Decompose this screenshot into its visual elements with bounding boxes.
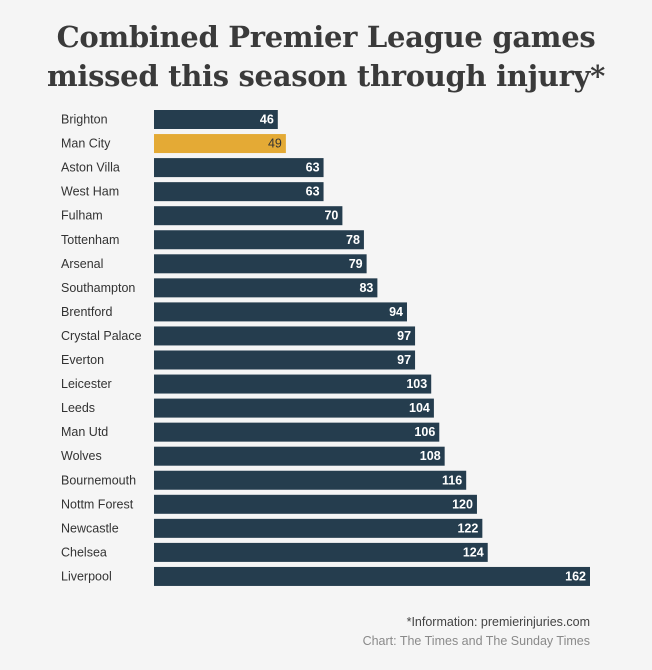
category-label-fulham: Fulham	[61, 209, 103, 223]
bar-tottenham	[154, 230, 364, 250]
bar-row-bournemouth: Bournemouth 116	[61, 470, 467, 490]
category-label-bournemouth: Bournemouth	[61, 473, 136, 487]
bar-row-aston-villa: Aston Villa 63	[61, 158, 324, 178]
bar-fulham	[154, 206, 343, 226]
category-label-leicester: Leicester	[61, 377, 112, 391]
category-label-brighton: Brighton	[61, 113, 108, 127]
bar-bournemouth	[154, 470, 467, 490]
bar-southampton	[154, 278, 378, 298]
value-label-arsenal: 79	[349, 257, 363, 271]
bar-row-crystal-palace: Crystal Palace 97	[61, 326, 416, 346]
value-label-wolves: 108	[420, 449, 441, 463]
bar-wolves	[154, 446, 445, 466]
bar-man-city	[154, 134, 286, 154]
category-label-crystal-palace: Crystal Palace	[61, 329, 142, 343]
bar-row-chelsea: Chelsea 124	[61, 542, 488, 562]
bar-aston-villa	[154, 158, 324, 178]
chart-title: Combined Premier League games missed thi…	[0, 18, 652, 96]
category-label-everton: Everton	[61, 353, 104, 367]
bar-west-ham	[154, 182, 324, 202]
category-label-aston-villa: Aston Villa	[61, 161, 120, 175]
bar-chelsea	[154, 542, 488, 562]
category-label-leeds: Leeds	[61, 401, 95, 415]
bar-row-fulham: Fulham 70	[61, 206, 343, 226]
bar-row-west-ham: West Ham 63	[61, 182, 324, 202]
bar-brentford	[154, 302, 407, 322]
bar-liverpool	[154, 566, 590, 586]
value-label-fulham: 70	[324, 209, 338, 223]
value-label-everton: 97	[397, 353, 411, 367]
category-label-wolves: Wolves	[61, 449, 102, 463]
chart-credit: Chart: The Times and The Sunday Times	[362, 634, 590, 648]
value-label-west-ham: 63	[306, 185, 320, 199]
value-label-aston-villa: 63	[306, 161, 320, 175]
bar-everton	[154, 350, 416, 370]
value-label-tottenham: 78	[346, 233, 360, 247]
category-label-liverpool: Liverpool	[61, 569, 112, 583]
bar-row-brighton: Brighton 46	[61, 110, 278, 129]
value-label-southampton: 83	[359, 281, 373, 295]
bar-row-southampton: Southampton 83	[61, 278, 378, 298]
category-label-man-utd: Man Utd	[61, 425, 108, 439]
value-label-man-utd: 106	[414, 425, 435, 439]
bar-row-liverpool: Liverpool 162	[61, 566, 590, 586]
bar-row-man-utd: Man Utd 106	[61, 422, 440, 442]
bar-row-newcastle: Newcastle 122	[61, 518, 483, 538]
source-note: *Information: premierinjuries.com	[406, 615, 590, 629]
chart-title-line-1: Combined Premier League games	[56, 20, 596, 54]
bar-crystal-palace	[154, 326, 416, 346]
category-label-brentford: Brentford	[61, 305, 112, 319]
value-label-brentford: 94	[389, 305, 403, 319]
value-label-bournemouth: 116	[442, 473, 462, 487]
bar-brighton	[154, 110, 278, 129]
chart-title-line-2: missed this season through injury*	[47, 59, 605, 93]
bar-nottm-forest	[154, 494, 477, 514]
bar-man-utd	[154, 422, 440, 442]
value-label-man-city: 49	[268, 137, 282, 151]
bar-row-leeds: Leeds 104	[61, 398, 434, 418]
value-label-leicester: 103	[406, 377, 427, 391]
bar-row-everton: Everton 97	[61, 350, 416, 370]
bar-row-brentford: Brentford 94	[61, 302, 407, 322]
category-label-man-city: Man City	[61, 137, 111, 151]
category-label-tottenham: Tottenham	[61, 233, 119, 247]
bar-row-man-city: Man City 49	[61, 134, 286, 154]
value-label-nottm-forest: 120	[452, 497, 473, 511]
bar-row-leicester: Leicester 103	[61, 374, 432, 394]
value-label-newcastle: 122	[457, 521, 478, 535]
bar-row-nottm-forest: Nottm Forest 120	[61, 494, 477, 514]
category-label-chelsea: Chelsea	[61, 545, 107, 559]
value-label-crystal-palace: 97	[397, 329, 411, 343]
bar-newcastle	[154, 518, 483, 538]
bar-leeds	[154, 398, 434, 418]
bar-leicester	[154, 374, 432, 394]
value-label-liverpool: 162	[565, 569, 586, 583]
bar-row-tottenham: Tottenham 78	[61, 230, 364, 250]
bar-row-wolves: Wolves 108	[61, 446, 445, 466]
category-label-newcastle: Newcastle	[61, 521, 119, 535]
value-label-leeds: 104	[409, 401, 430, 415]
category-label-nottm-forest: Nottm Forest	[61, 497, 134, 511]
category-label-arsenal: Arsenal	[61, 257, 103, 271]
bar-row-arsenal: Arsenal 79	[61, 254, 367, 274]
bar-arsenal	[154, 254, 367, 274]
value-label-chelsea: 124	[463, 545, 484, 559]
category-label-southampton: Southampton	[61, 281, 135, 295]
value-label-brighton: 46	[260, 113, 274, 127]
category-label-west-ham: West Ham	[61, 185, 119, 199]
